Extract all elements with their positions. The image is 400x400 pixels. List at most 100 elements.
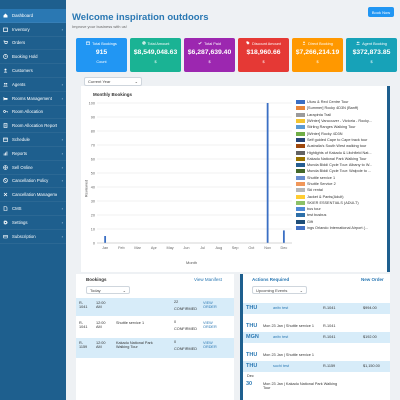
- legend-swatch: [296, 182, 305, 186]
- booking-qty: 22: [174, 300, 179, 304]
- legend-item[interactable]: [Winter] Vancouver - Victoria - Rocky...: [296, 118, 387, 124]
- stat-card-value: $6,287,639.40: [187, 49, 232, 56]
- legend-label: [Winter] Vancouver - Victoria - Rocky...: [307, 119, 372, 124]
- chart-x-tick-label: Dec: [280, 246, 287, 250]
- legend-swatch: [296, 137, 305, 142]
- legend-item[interactable]: SKIER ESSENTIALS (ADULT): [296, 200, 387, 206]
- table-row[interactable]: R-1041 12:00 AM 22 CONFIRMED VIEW ORDER: [76, 298, 234, 316]
- sidebar-item-agents[interactable]: Agents ›: [0, 78, 66, 92]
- stat-card-title: Agent Booking: [362, 41, 387, 46]
- new-order-link[interactable]: New Order: [361, 277, 384, 282]
- list-item[interactable]: THU Mon 23 Jan | Shuttle service 1: [243, 350, 390, 361]
- sidebar-item-rooms-management[interactable]: Rooms Management ›: [0, 92, 66, 106]
- sidebar-item-schedule[interactable]: Schedule ›: [0, 133, 66, 147]
- book-now-button[interactable]: Book Now: [368, 7, 394, 17]
- sidebar-item-sell-online[interactable]: Sell Online ›: [0, 161, 66, 175]
- legend-item[interactable]: [Summer] Rocky 4D3N (Banff): [296, 105, 387, 111]
- bookings-date-select[interactable]: Today ⌄: [86, 286, 130, 294]
- legend-item[interactable]: [Winter] Rocky 4D3N: [296, 130, 387, 136]
- legend-item[interactable]: bus tour: [296, 206, 387, 212]
- gear-icon: [3, 220, 8, 225]
- sidebar-item-room-allocation[interactable]: Room Allocation: [0, 106, 66, 120]
- table-row[interactable]: R-1159 12:00 AM Kakadu National Park Walki…: [76, 338, 234, 358]
- legend-label: test busbus: [307, 213, 327, 218]
- chart-y-tick-label: 80: [91, 129, 95, 133]
- sidebar-item-cms[interactable]: CMS ›: [0, 202, 66, 216]
- legend-item[interactable]: Gift: [296, 219, 387, 225]
- list-item[interactable]: THU anitv test R-1041 $994.00: [243, 303, 390, 314]
- list-item[interactable]: THU suchi test R-1159 $1,150.00: [243, 361, 390, 372]
- view-order-link[interactable]: VIEW ORDER: [203, 341, 217, 349]
- chevron-right-icon: ›: [61, 164, 63, 170]
- event-day: THU: [246, 305, 258, 311]
- view-order-link[interactable]: VIEW ORDER: [203, 321, 217, 329]
- legend-item[interactable]: Australia's South West walking tour: [296, 143, 387, 149]
- sidebar-item-dashboard[interactable]: Dashboard: [0, 9, 66, 23]
- sidebar-item-orders[interactable]: Orders: [0, 37, 66, 51]
- view-order-link[interactable]: VIEW ORDER: [203, 301, 217, 309]
- legend-item[interactable]: Stirling Ranges Walking Tour: [296, 124, 387, 130]
- bed-icon: [3, 96, 8, 101]
- sidebar-item-inventory[interactable]: Inventory ›: [0, 23, 66, 37]
- period-select[interactable]: Current Year ⌄: [84, 77, 142, 86]
- table-row[interactable]: R-1041 12:00 AM Shuttle service 1 0 CONFIRME…: [76, 318, 234, 336]
- legend-item[interactable]: ings Orlando International Airport (...: [296, 225, 387, 231]
- legend-item[interactable]: Uluru & Red Centre Tour: [296, 99, 387, 105]
- user-icon: [3, 68, 8, 73]
- chart-y-tick-label: 50: [91, 171, 95, 175]
- stat-card-value: $372,873.85: [352, 49, 391, 56]
- sidebar-item-reports[interactable]: Reports ›: [0, 147, 66, 161]
- sidebar-item-room-allocation-report[interactable]: Room Allocation Report: [0, 119, 66, 134]
- chart-y-tick-label: 70: [91, 143, 95, 147]
- legend-item[interactable]: Jacket & Pants(Adult): [296, 193, 387, 199]
- monthly-bookings-chart: Monthly Bookings Reviewed Month 0 10 20 30 4…: [81, 86, 390, 272]
- sidebar-item-customers[interactable]: Customers: [0, 64, 66, 78]
- sidebar-item-label: Cancellation Management: [12, 192, 57, 198]
- sidebar-item-booking-hold[interactable]: Booking Hold: [0, 50, 66, 65]
- chevron-right-icon: ›: [61, 81, 63, 87]
- clock-icon: [3, 54, 8, 60]
- chart-y-tick-label: 0: [93, 241, 95, 245]
- legend-item[interactable]: Munda Biddi Cycle Tour: Walpole to ...: [296, 168, 387, 174]
- legend-label: Stirling Ranges Walking Tour: [307, 125, 356, 130]
- legend-swatch: [296, 125, 305, 130]
- list-item[interactable]: THU Mon 23 Jan | Shuttle service 1 R-1041: [243, 321, 390, 332]
- booking-id: R-1041: [79, 321, 88, 329]
- stat-card-title: Total Bookings: [92, 41, 117, 46]
- legend-swatch: [296, 194, 305, 199]
- booking-id: R-1159: [79, 341, 88, 349]
- legend-swatch: [296, 112, 305, 117]
- legend-item[interactable]: Ski rental: [296, 187, 387, 193]
- legend-label: Ski rental: [307, 188, 323, 193]
- legend-swatch: [296, 131, 305, 136]
- sidebar-item-subscription[interactable]: Subscription ›: [0, 230, 66, 244]
- sidebar-item-cancellation-policy[interactable]: Cancellation Policy ›: [0, 175, 66, 189]
- actions-event-select[interactable]: Upcoming Events ⌄: [252, 286, 307, 294]
- view-manifest-link[interactable]: View Manifest: [194, 277, 222, 282]
- home-icon: [3, 13, 8, 18]
- svg-text:$: $: [143, 42, 145, 45]
- stat-card-title: Total Amount: [147, 41, 170, 46]
- legend-item[interactable]: Shuttle Service 2: [296, 181, 387, 187]
- sidebar-item-settings[interactable]: Settings ›: [0, 216, 66, 230]
- sidebar-item-label: Inventory: [12, 26, 30, 32]
- sidebar-item-cancellation-management[interactable]: Cancellation Management: [0, 188, 66, 203]
- legend-item[interactable]: Kakadu National Park Walking Tour: [296, 156, 387, 162]
- report-icon: [3, 123, 8, 129]
- list-item[interactable]: MGN anitv test R-1041 $192.00: [243, 332, 390, 343]
- chart-bar-nov: [266, 103, 269, 243]
- legend-item[interactable]: Munda Biddi Cycle Tour: Albany to W...: [296, 162, 387, 168]
- sidebar-item-label: Customers: [12, 68, 33, 74]
- tag-icon: [246, 41, 250, 46]
- list-item[interactable]: 30 Dec Mon 23 Jan | Kakadu National Park W…: [243, 374, 390, 390]
- legend-item[interactable]: Larapinta Trail: [296, 112, 387, 118]
- globe-icon: [3, 164, 8, 170]
- legend-item[interactable]: Shuttle service 1: [296, 175, 387, 181]
- sidebar-item-label: Rooms Management: [12, 95, 52, 101]
- chevron-down-icon: ⌄: [122, 287, 126, 293]
- legend-item[interactable]: test busbus: [296, 212, 387, 218]
- legend-item[interactable]: Self guided Cape to Cape track tour: [296, 137, 387, 143]
- page-subtitle: Improve your business with us!: [72, 24, 127, 29]
- legend-item[interactable]: Highlights of Kakadu & Litchfield Nat...: [296, 149, 387, 155]
- stat-card-total-bookings: Total Bookings 915 Count: [76, 38, 127, 72]
